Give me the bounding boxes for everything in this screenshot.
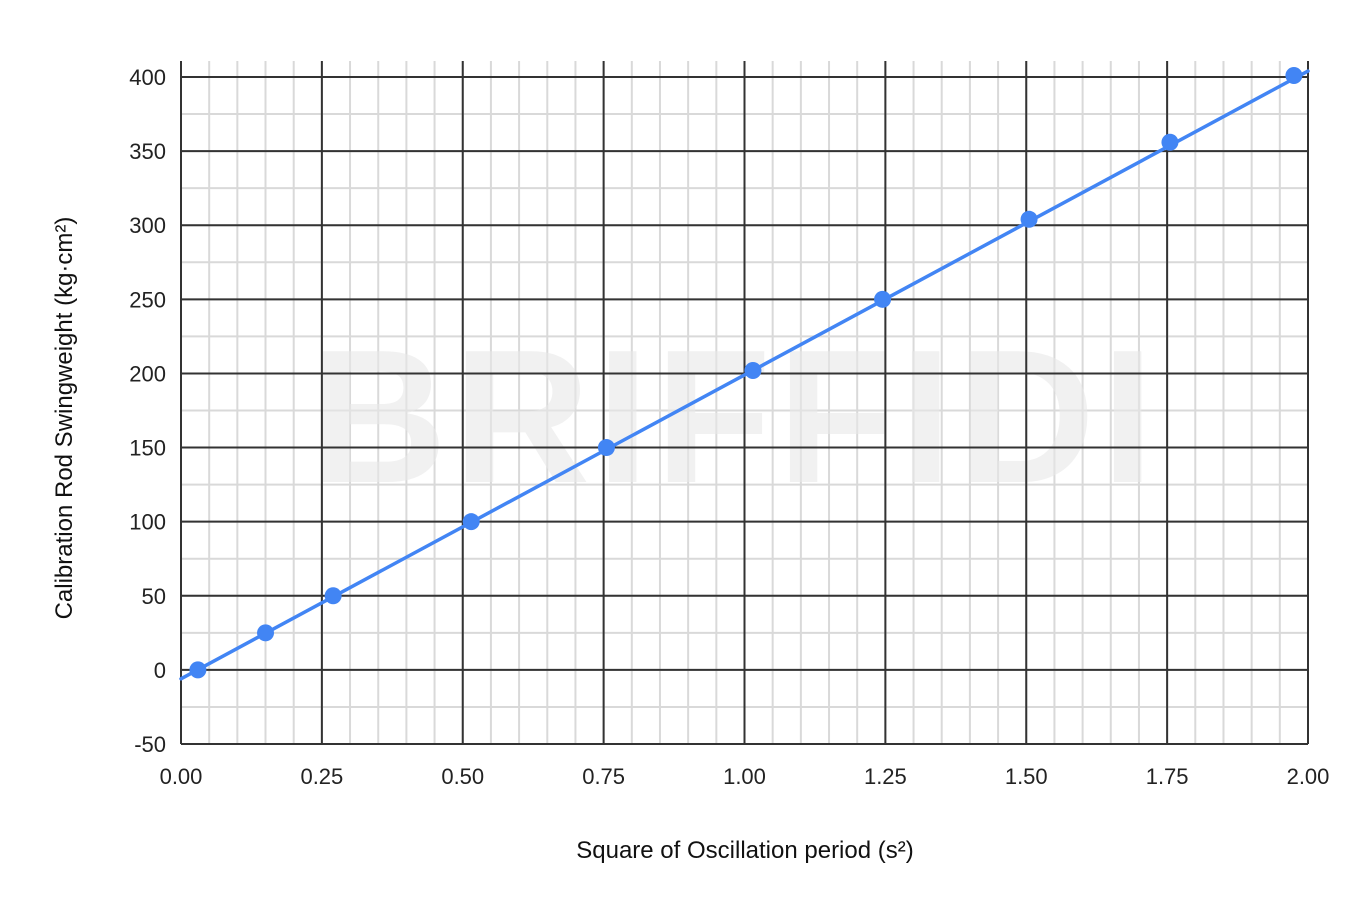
data-point: [1020, 210, 1038, 228]
y-axis-tick-labels: -50 0 50 100 150 200 250 300 350 400: [129, 65, 166, 757]
y-tick-label: 250: [129, 287, 166, 312]
y-axis-title: Calibration Rod Swingweight (kg·cm²): [51, 217, 78, 620]
x-tick-label: 1.25: [864, 764, 907, 789]
data-point: [874, 290, 892, 308]
x-tick-label: 1.75: [1146, 764, 1189, 789]
data-point: [597, 439, 615, 457]
data-point: [462, 513, 480, 531]
data-point: [189, 661, 207, 679]
watermark: BRIFFIDI: [310, 311, 1160, 523]
y-tick-label: 0: [154, 658, 166, 683]
data-point: [744, 361, 762, 379]
data-point: [324, 587, 342, 605]
y-tick-label: 300: [129, 213, 166, 238]
x-tick-label: 1.50: [1005, 764, 1048, 789]
y-tick-label: 350: [129, 139, 166, 164]
x-axis-tick-labels: 0.00 0.25 0.50 0.75 1.00 1.25 1.50 1.75 2.00: [160, 764, 1330, 789]
y-tick-label: 200: [129, 361, 166, 386]
data-points: [189, 67, 1303, 679]
y-tick-label: -50: [134, 732, 166, 757]
x-tick-label: 0.50: [441, 764, 484, 789]
x-tick-label: 2.00: [1287, 764, 1330, 789]
data-point: [1285, 67, 1303, 85]
y-tick-label: 100: [129, 510, 166, 535]
x-tick-label: 0.00: [160, 764, 203, 789]
trendline: [179, 69, 1310, 681]
data-point: [257, 624, 275, 642]
y-tick-label: 50: [142, 584, 166, 609]
x-axis-title: Square of Oscillation period (s²): [576, 837, 913, 864]
data-point: [1161, 133, 1179, 151]
x-tick-label: 1.00: [723, 764, 766, 789]
y-tick-label: 400: [129, 65, 166, 90]
x-tick-label: 0.75: [582, 764, 625, 789]
y-tick-label: 150: [129, 436, 166, 461]
x-tick-label: 0.25: [300, 764, 343, 789]
